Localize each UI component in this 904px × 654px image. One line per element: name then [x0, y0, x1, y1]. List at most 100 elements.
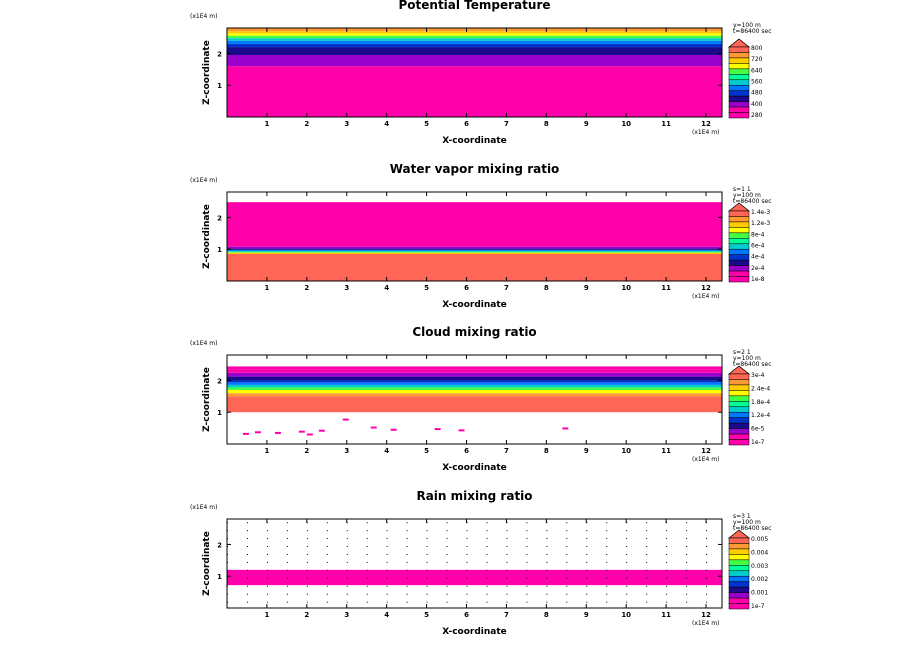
x-tick-label: 6: [464, 120, 469, 128]
z-scale-label: (x1E4 m): [190, 340, 217, 347]
color-band: [227, 202, 722, 247]
grid-dot: [706, 593, 708, 595]
x-tick-label: 7: [504, 284, 509, 292]
grid-dot: [566, 522, 568, 524]
grid-dot: [366, 601, 368, 603]
colorbar-cell: [728, 570, 750, 577]
colorbar-cell: [728, 84, 750, 91]
grid-dot: [366, 569, 368, 571]
colorbar-cell: [728, 543, 750, 550]
grid-dot: [646, 601, 648, 603]
grid-dot: [666, 593, 668, 595]
colorbar-cell: [728, 95, 750, 102]
grid-dot: [706, 577, 708, 579]
grid-dot: [626, 585, 628, 587]
grid-dot: [666, 553, 668, 555]
grid-dot: [666, 538, 668, 540]
grid-dot: [286, 593, 288, 595]
color-band: [227, 569, 722, 586]
grid-dot: [406, 561, 408, 563]
info-line: t=86400 sec: [733, 28, 772, 35]
grid-dot: [526, 546, 528, 548]
grid-dot: [246, 553, 248, 555]
grid-dot: [326, 522, 328, 524]
colorbar-cell: [728, 221, 750, 228]
grid-dot: [606, 569, 608, 571]
z-tick-label: 2: [217, 541, 222, 549]
x-tick-label: 12: [701, 611, 711, 619]
grid-dot: [306, 530, 308, 532]
colorbar-cell: [728, 254, 750, 261]
x-tick-label: 4: [384, 447, 389, 455]
color-band: [227, 253, 722, 281]
grid-dot: [466, 593, 468, 595]
colorbar-label: 6e-4: [751, 243, 765, 250]
chart-title: Cloud mixing ratio: [412, 325, 536, 339]
colorbar-label: 1.2e-3: [751, 220, 770, 227]
grid-dot: [286, 569, 288, 571]
chart-panel: Rain mixing ratio(x1E4 m)1 2 3 4 5 6 7 8 9 10 11 12…: [190, 489, 772, 637]
grid-dot: [366, 522, 368, 524]
colorbar-label: 1.8e-4: [751, 399, 770, 406]
x-tick-label: 5: [424, 120, 429, 128]
grid-dot: [346, 530, 348, 532]
grid-dot: [506, 593, 508, 595]
grid-dot: [306, 553, 308, 555]
x-scale-label: (x1E4 m): [692, 129, 719, 136]
grid-dot: [346, 585, 348, 587]
grid-dot: [306, 577, 308, 579]
info-line: s=2 1: [733, 349, 751, 356]
speckle-cell: [434, 428, 441, 431]
color-band: [227, 28, 722, 32]
colorbar-cell: [728, 101, 750, 108]
grid-dot: [326, 569, 328, 571]
grid-dot: [486, 601, 488, 603]
grid-dot: [566, 585, 568, 587]
x-tick-label: 2: [304, 284, 309, 292]
grid-dot: [606, 561, 608, 563]
grid-dot: [546, 553, 548, 555]
colorbar-cell: [728, 592, 750, 599]
grid-dot: [506, 538, 508, 540]
grid-dot: [406, 577, 408, 579]
x-tick-label: 1: [264, 447, 269, 455]
grid-dot: [526, 522, 528, 524]
grid-dot: [646, 585, 648, 587]
grid-dot: [266, 585, 268, 587]
colorbar-cell: [728, 548, 750, 555]
grid-dot: [266, 561, 268, 563]
colorbar-label: 0.001: [751, 590, 768, 597]
x-tick-label: 10: [621, 120, 631, 128]
grid-dot: [386, 538, 388, 540]
grid-dot: [406, 601, 408, 603]
grid-dot: [306, 601, 308, 603]
grid-dot: [526, 577, 528, 579]
x-tick-label: 3: [344, 284, 349, 292]
grid-dot: [366, 553, 368, 555]
speckle-cell: [342, 418, 349, 421]
colorbar-label: 1.2e-4: [751, 412, 770, 419]
grid-dot: [246, 593, 248, 595]
speckle-cell: [562, 427, 569, 430]
info-line: t=86400 sec: [733, 525, 772, 532]
colorbar-cell: [728, 227, 750, 234]
x-tick-label: 12: [701, 284, 711, 292]
grid-dot: [666, 561, 668, 563]
grid-dot: [626, 546, 628, 548]
x-tick-label: 2: [304, 120, 309, 128]
z-tick-label: 1: [217, 246, 222, 254]
grid-dot: [666, 530, 668, 532]
x-tick-label: 1: [264, 611, 269, 619]
chart-panel: Water vapor mixing ratio(x1E4 m)1 2 3 4 5 6 7 8…: [190, 162, 772, 310]
grid-dot: [706, 561, 708, 563]
grid-dot: [406, 593, 408, 595]
grid-dot: [366, 561, 368, 563]
grid-dot: [286, 530, 288, 532]
x-tick-label: 5: [424, 447, 429, 455]
grid-dot: [426, 553, 428, 555]
grid-dot: [406, 522, 408, 524]
grid-dot: [366, 538, 368, 540]
grid-dot: [666, 546, 668, 548]
grid-dot: [506, 577, 508, 579]
grid-dot: [506, 553, 508, 555]
